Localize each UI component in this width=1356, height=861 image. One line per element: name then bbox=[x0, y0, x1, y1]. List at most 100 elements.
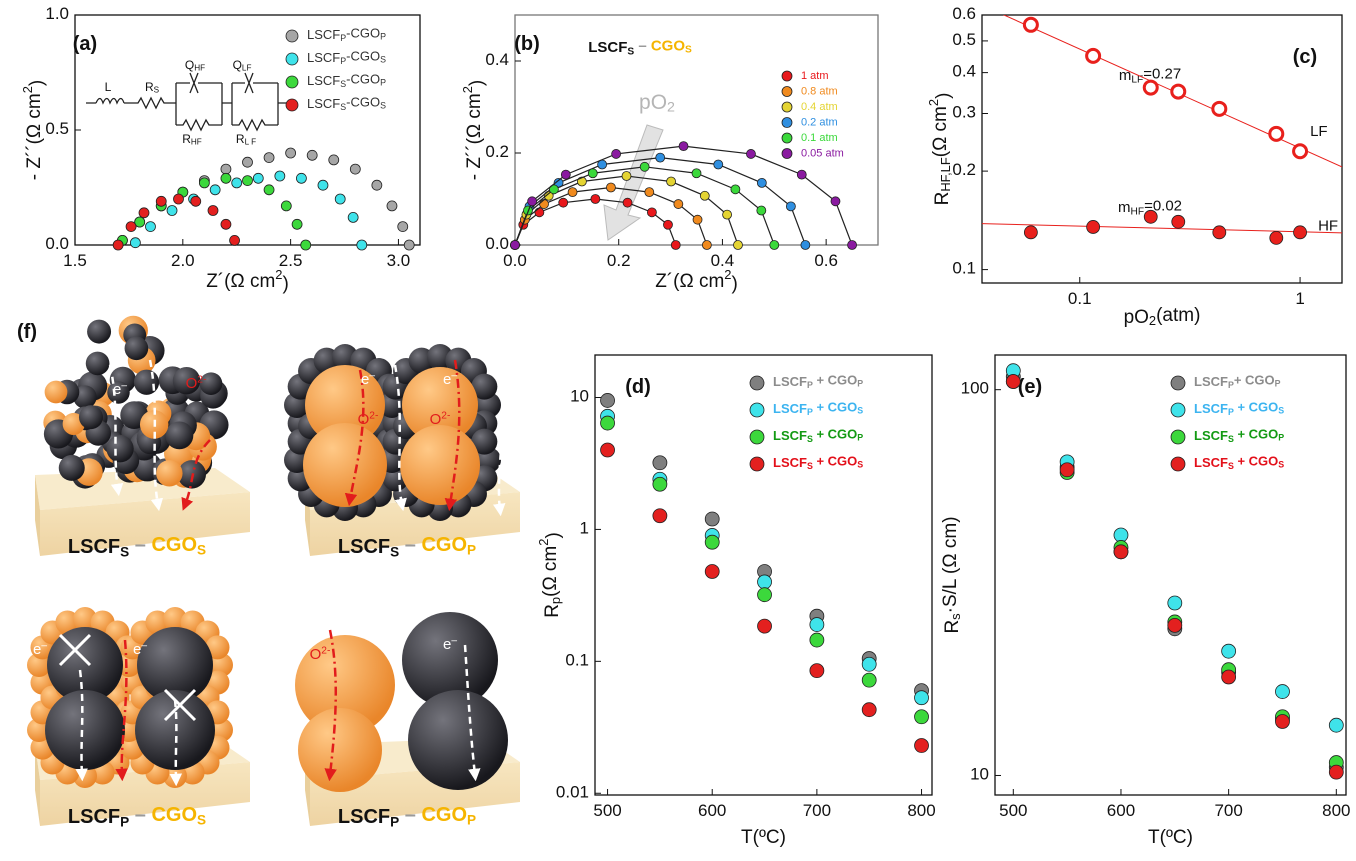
data-point bbox=[1213, 102, 1226, 115]
data-point bbox=[606, 183, 615, 192]
legend-label: 0.4 atm bbox=[801, 101, 838, 113]
data-point bbox=[758, 588, 772, 602]
legend-label: LSCFP-CGOS bbox=[307, 49, 386, 66]
schematic-title: LSCFP – CGOP bbox=[338, 804, 476, 829]
data-point bbox=[601, 393, 615, 407]
legend-label: 0.2 atm bbox=[801, 116, 838, 128]
legend-marker bbox=[1171, 403, 1185, 417]
schematic-title: LSCFP – CGOS bbox=[68, 804, 206, 829]
schematic-title: LSCFS – CGOP bbox=[338, 534, 476, 559]
data-point bbox=[653, 509, 667, 523]
data-point bbox=[559, 198, 568, 207]
circuit-label: RS bbox=[145, 80, 160, 95]
data-point bbox=[671, 241, 680, 250]
x-tick-label: 700 bbox=[1214, 801, 1242, 820]
data-point bbox=[221, 219, 231, 229]
data-point bbox=[601, 443, 615, 457]
data-point bbox=[1168, 596, 1182, 610]
data-point bbox=[357, 240, 367, 250]
data-point bbox=[653, 477, 667, 491]
data-point bbox=[264, 185, 274, 195]
data-point bbox=[862, 657, 876, 671]
data-point bbox=[210, 185, 220, 195]
annotation: pO2 bbox=[639, 91, 675, 116]
data-point bbox=[1087, 220, 1100, 233]
data-point bbox=[1270, 231, 1283, 244]
legend-marker bbox=[1171, 430, 1185, 444]
data-point bbox=[705, 512, 719, 526]
data-point bbox=[156, 196, 166, 206]
particle bbox=[134, 370, 159, 395]
data-point bbox=[705, 535, 719, 549]
panel-label: (d) bbox=[625, 376, 651, 398]
data-point bbox=[810, 633, 824, 647]
data-point bbox=[862, 703, 876, 717]
particle bbox=[45, 690, 125, 770]
legend-label: LSCFS-CGOP bbox=[307, 72, 386, 89]
panel-label: (a) bbox=[73, 33, 97, 55]
data-point bbox=[1222, 670, 1236, 684]
data-point bbox=[915, 710, 929, 724]
data-point bbox=[1060, 463, 1074, 477]
y-tick-label: 0.4 bbox=[952, 62, 976, 81]
data-point bbox=[1222, 644, 1236, 658]
x-tick-label: 2.0 bbox=[171, 251, 195, 270]
data-point bbox=[535, 208, 544, 217]
data-point bbox=[199, 178, 209, 188]
data-point bbox=[113, 240, 123, 250]
data-point bbox=[848, 241, 857, 250]
legend-label: 0.1 atm bbox=[801, 132, 838, 144]
data-point bbox=[746, 149, 755, 158]
data-point bbox=[679, 142, 688, 151]
figure: 1.52.02.53.00.00.51.0Z´(Ω cm2)- Z´´(Ω cm… bbox=[0, 0, 1356, 861]
legend-marker bbox=[782, 71, 792, 81]
plot-frame bbox=[982, 15, 1342, 283]
data-point bbox=[733, 241, 742, 250]
data-point bbox=[348, 212, 358, 222]
particle bbox=[79, 405, 103, 429]
x-tick-label: 500 bbox=[593, 801, 621, 820]
data-point bbox=[208, 206, 218, 216]
legend-label: LSCFS + CGOS bbox=[773, 454, 863, 471]
legend-label: LSCFP-CGOP bbox=[307, 26, 386, 43]
data-point bbox=[335, 194, 345, 204]
particle bbox=[156, 460, 182, 486]
y-axis-label: RHF,LF(Ω cm2) bbox=[927, 93, 954, 206]
circuit-label: QHF bbox=[185, 58, 205, 73]
data-point bbox=[757, 206, 766, 215]
legend-marker bbox=[286, 76, 298, 88]
particle bbox=[86, 352, 110, 376]
data-point bbox=[1275, 685, 1289, 699]
x-tick-label: 1 bbox=[1295, 289, 1304, 308]
data-point bbox=[286, 148, 296, 158]
x-tick-label: 500 bbox=[999, 801, 1027, 820]
schematic-panel: O2-e–LSCFP – CGOP bbox=[295, 612, 520, 829]
data-point bbox=[253, 173, 263, 183]
data-point bbox=[653, 456, 667, 470]
data-point bbox=[915, 739, 929, 753]
y-axis-label: Rp(Ω cm2) bbox=[537, 532, 564, 618]
legend-marker bbox=[782, 87, 792, 97]
y-tick-label: 0.5 bbox=[952, 30, 976, 49]
data-point bbox=[1329, 718, 1343, 732]
panel-label: (f) bbox=[17, 321, 37, 343]
data-point bbox=[372, 180, 382, 190]
data-point bbox=[663, 220, 672, 229]
legend-label: LSCFS + CGOP bbox=[1194, 427, 1284, 444]
schematic-panel: e–e–O2-LSCFS – CGOS bbox=[35, 316, 250, 559]
plot-frame bbox=[515, 15, 878, 245]
y-tick-label: 0.0 bbox=[485, 234, 509, 253]
particle bbox=[408, 690, 508, 790]
x-tick-label: 1.5 bbox=[63, 251, 87, 270]
y-tick-label: 0.0 bbox=[45, 234, 69, 253]
particle bbox=[298, 708, 382, 792]
series-label: LF bbox=[1310, 123, 1328, 140]
x-tick-label: 0.1 bbox=[1068, 289, 1092, 308]
y-tick-label: 0.3 bbox=[952, 103, 976, 122]
data-point bbox=[623, 198, 632, 207]
particle bbox=[303, 423, 387, 507]
y-tick-label: 100 bbox=[961, 379, 989, 398]
data-point bbox=[264, 153, 274, 163]
legend-marker bbox=[750, 376, 764, 390]
data-point bbox=[601, 416, 615, 430]
